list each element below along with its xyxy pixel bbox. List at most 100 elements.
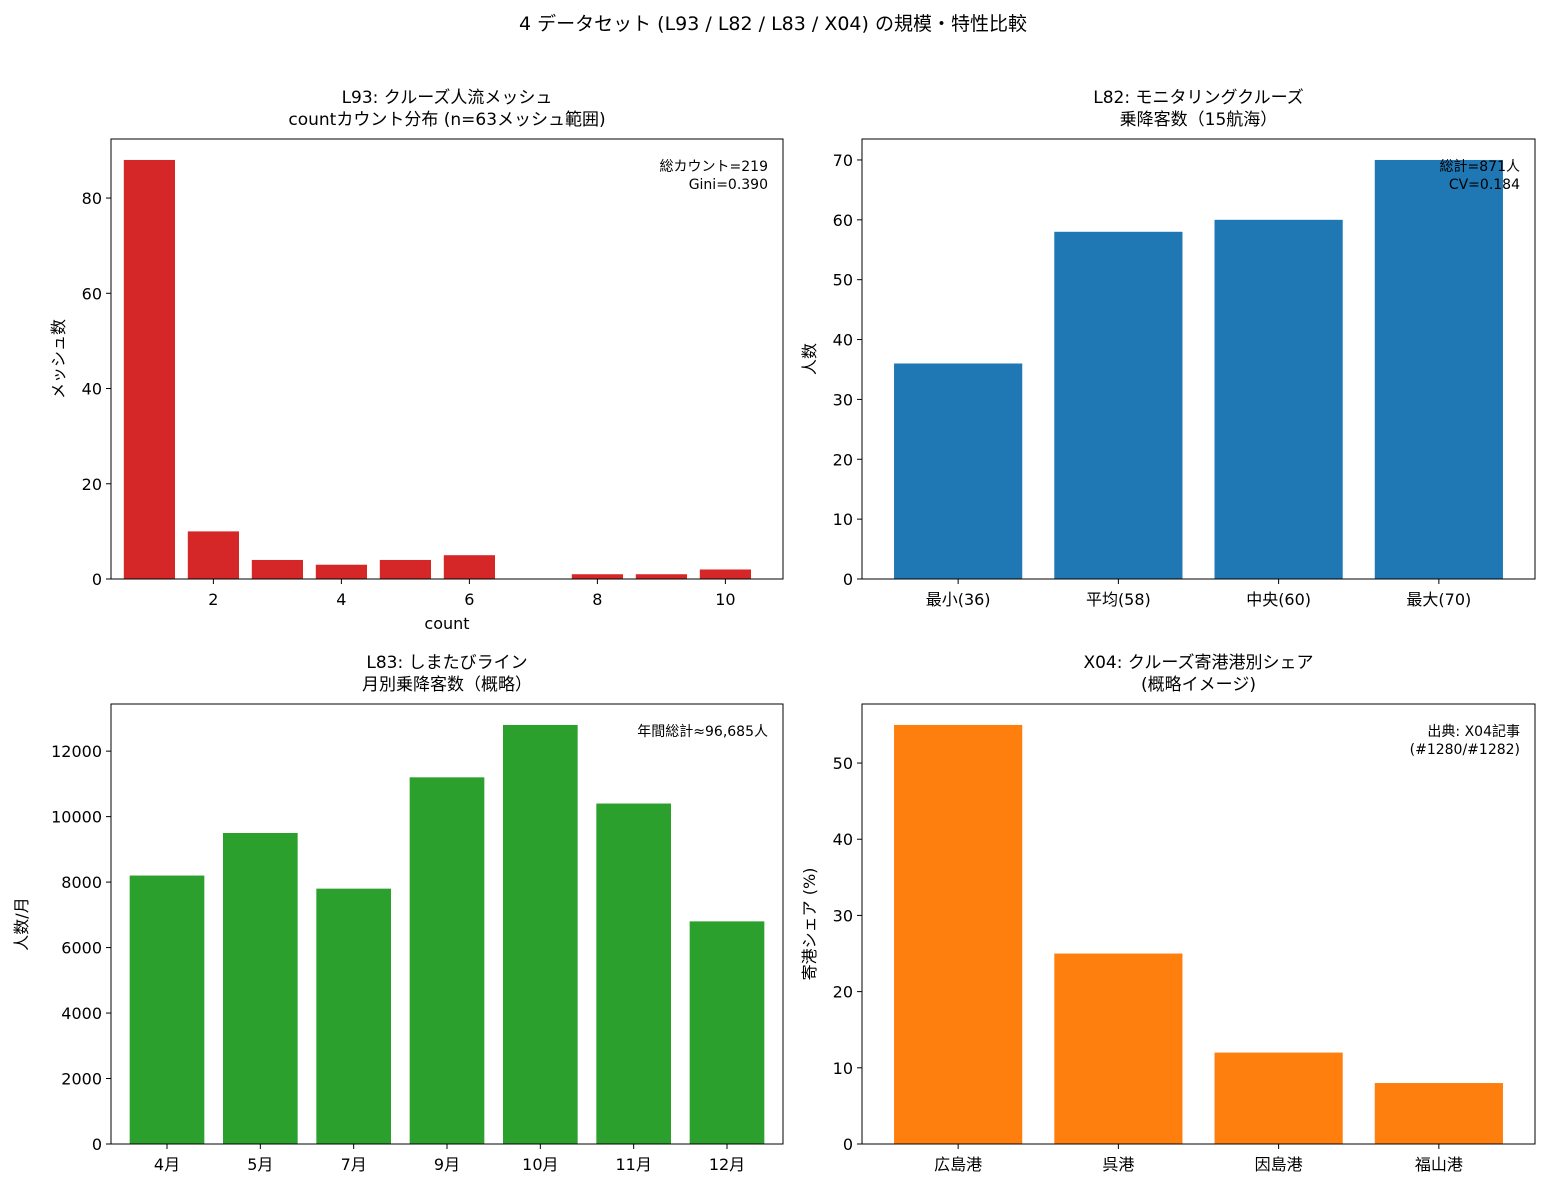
y-tick-label: 40 [82,380,102,399]
bar [409,777,485,1144]
x-tick-label: 6 [464,590,474,609]
y-tick-label: 10000 [51,808,102,827]
chart-title-line: X04: クルーズ寄港港別シェア [1083,653,1313,673]
bar [316,888,391,1144]
bar [894,363,1023,579]
y-tick-label: 12000 [51,742,102,761]
bar [1214,1052,1343,1144]
y-axis-label: メッシュ数 [49,319,68,399]
y-tick-label: 0 [92,570,102,589]
y-axis-label: 寄港シェア (%) [800,868,819,981]
chart-title-line: countカウント分布 (n=63メッシュ範囲) [288,110,605,130]
annotation-text: 出典: X04記事 [1427,723,1520,740]
bar [129,875,205,1144]
x-tick-label: 福山港 [1415,1155,1463,1174]
annotation-text: Gini=0.390 [689,177,768,193]
x-tick-label: 11月 [615,1155,651,1174]
bar [379,559,431,579]
y-tick-label: 10 [833,1059,853,1078]
bar [894,724,1023,1144]
bar [223,832,298,1144]
y-tick-label: 50 [833,754,853,773]
x-tick-label: 中央(60) [1246,590,1311,609]
axes-frame [110,703,784,1145]
y-tick-label: 0 [843,1135,853,1154]
bar [443,555,495,579]
bar [1374,1083,1503,1144]
annotation-text: CV=0.184 [1449,177,1520,193]
figure-title: 4 データセット (L93 / L82 / L83 / X04) の規模・特性比… [519,13,1027,35]
x-tick-label: 7月 [341,1155,367,1174]
x-tick-label: 9月 [434,1155,460,1174]
bar [315,564,367,579]
x-tick-label: 呉港 [1102,1155,1134,1174]
y-tick-label: 40 [833,331,853,350]
chart-title-line: 月別乗降客数（概略） [362,675,532,695]
bar [699,569,751,579]
y-tick-label: 30 [833,390,853,409]
bar [123,159,175,579]
y-tick-label: 20 [82,475,102,494]
y-tick-label: 20 [833,983,853,1002]
annotation-text: 総計=871人 [1440,159,1520,175]
bar [1374,159,1503,579]
y-tick-label: 30 [833,906,853,925]
y-axis-label: 人数 [800,343,819,375]
x-tick-label: 平均(58) [1086,590,1151,609]
bar [503,724,578,1144]
y-tick-label: 0 [843,570,853,589]
y-tick-label: 40 [833,830,853,849]
y-axis-label: 人数/月 [12,897,31,950]
x-tick-label: 最大(70) [1406,590,1471,609]
bar [689,921,765,1144]
y-tick-label: 60 [833,211,853,230]
y-tick-label: 20 [833,450,853,469]
annotation-text: 年間総計≈96,685人 [637,724,768,740]
chart-title-line: (概略イメージ) [1141,675,1256,695]
x-tick-label: 4月 [154,1155,180,1174]
chart-panel-4: X04: クルーズ寄港港別シェア(概略イメージ) 広島港 呉港 因島港 福山港 0 10 20… [800,653,1536,1174]
chart-title-line: 乗降客数（15航海） [1120,110,1278,130]
bar [1054,953,1183,1144]
bar [635,574,687,579]
x-tick-label: 2 [208,590,218,609]
y-tick-label: 70 [833,151,853,170]
bar [187,531,239,579]
x-tick-label: 5月 [247,1155,273,1174]
chart-title-line: L83: しまたびライン [366,653,527,673]
x-axis-label: count [424,614,469,633]
y-tick-label: 6000 [61,939,102,958]
x-tick-label: 10 [715,590,735,609]
annotation-text: (#1280/#1282) [1410,742,1520,758]
bar [1054,231,1183,579]
axes-frame [861,703,1536,1145]
bar [571,574,623,579]
x-tick-label: 最小(36) [926,590,991,609]
bar [1214,219,1343,579]
y-tick-label: 8000 [61,873,102,892]
axes-frame [861,138,1536,580]
y-tick-label: 60 [82,284,102,303]
x-tick-label: 広島港 [934,1155,982,1174]
annotation-text: 総カウント=219 [660,159,768,175]
axes-frame [110,138,784,580]
bar [596,803,671,1144]
x-tick-label: 12月 [709,1155,745,1174]
chart-title-line: L93: クルーズ人流メッシュ [342,88,553,108]
y-tick-label: 4000 [61,1004,102,1023]
chart-title-line: L82: モニタリングクルーズ [1093,88,1304,108]
bar [251,559,303,579]
x-tick-label: 因島港 [1255,1155,1303,1174]
x-tick-label: 10月 [522,1155,558,1174]
x-tick-label: 4 [336,590,346,609]
y-tick-label: 0 [92,1135,102,1154]
y-tick-label: 50 [833,271,853,290]
y-tick-label: 80 [82,189,102,208]
x-tick-label: 8 [592,590,602,609]
y-tick-label: 10 [833,510,853,529]
